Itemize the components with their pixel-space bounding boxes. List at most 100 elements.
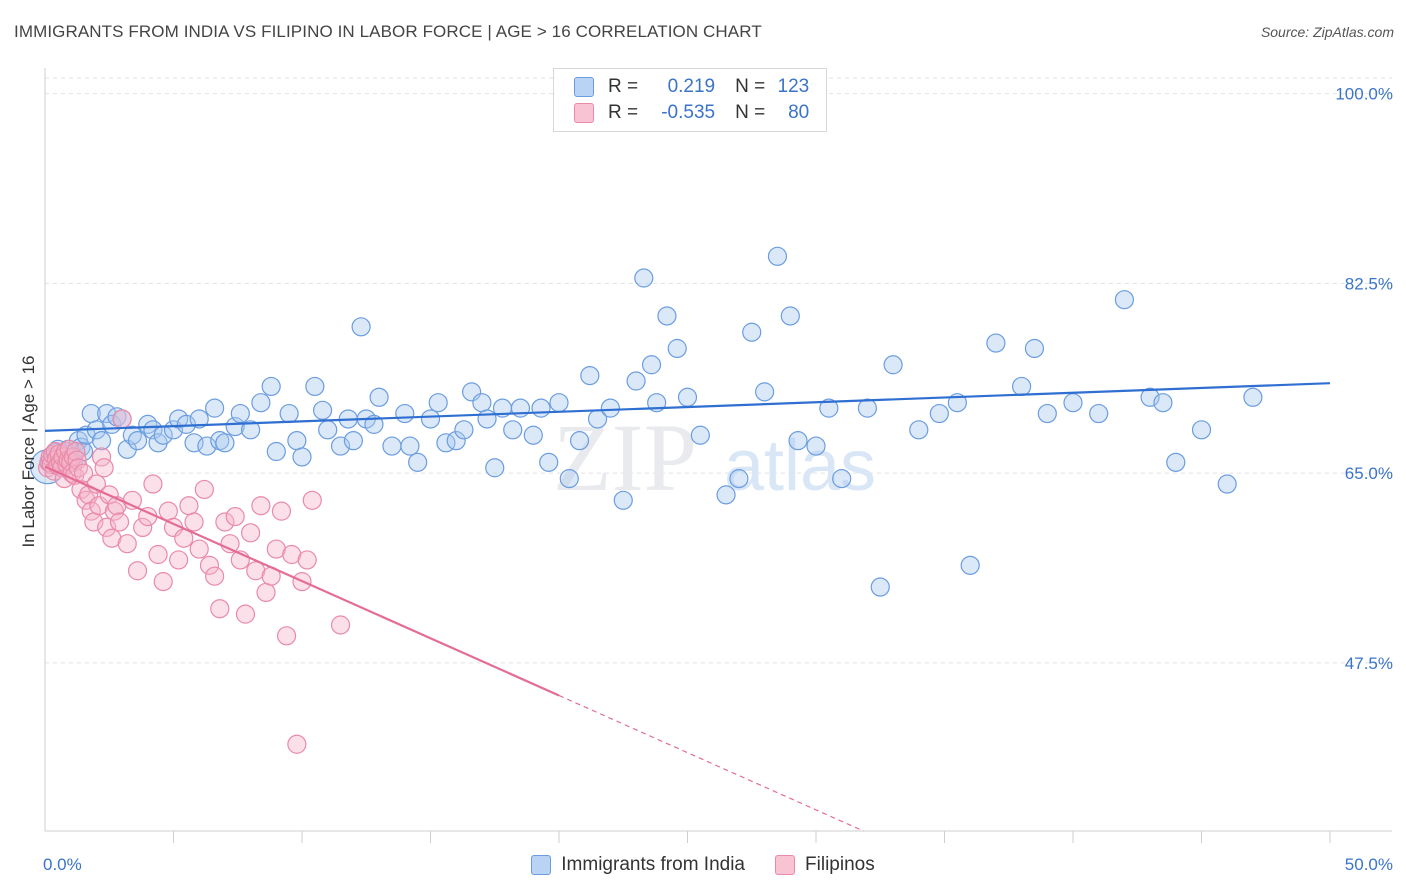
filipino-point <box>215 512 235 532</box>
filipino-point <box>148 544 168 565</box>
filipino-point <box>235 604 256 624</box>
india-point <box>634 268 654 288</box>
filipino-trend-line <box>44 465 560 697</box>
india-swatch <box>574 77 594 97</box>
india-point <box>832 469 852 489</box>
filipino-point <box>68 458 89 478</box>
filipino-point <box>143 474 163 494</box>
india-point <box>369 387 389 407</box>
filipino-trend-extrapolation <box>558 694 864 832</box>
filipino-point <box>282 544 302 565</box>
india-point <box>716 485 736 505</box>
filipino-legend-label: Filipinos <box>805 854 875 875</box>
filipino-point <box>276 626 297 646</box>
filipino-point <box>297 550 317 570</box>
india-point <box>122 425 142 445</box>
india-point <box>287 431 307 451</box>
grid-lines <box>45 77 1392 664</box>
r-label: R = <box>608 102 639 123</box>
filipino-point <box>133 517 153 538</box>
india-point <box>446 431 466 451</box>
filipino-point <box>194 479 214 500</box>
india-point <box>279 403 299 424</box>
india-point <box>1166 452 1186 472</box>
india-point <box>788 431 808 451</box>
india-point <box>305 376 325 397</box>
filipino-point <box>112 409 132 429</box>
filipino-swatch <box>775 855 796 875</box>
filipino-point <box>287 734 307 754</box>
india-point <box>230 403 250 424</box>
india-point <box>569 431 590 451</box>
india-point <box>870 577 890 597</box>
filipino-point <box>97 517 117 538</box>
india-point <box>549 393 569 413</box>
india-point <box>1037 403 1057 424</box>
india-point <box>600 398 621 418</box>
r-label: R = <box>608 76 639 97</box>
filipino-point <box>127 561 148 581</box>
india-point <box>454 420 474 440</box>
y-tick-label: 65.0% <box>1345 464 1393 483</box>
india-legend-label: Immigrants from India <box>561 854 746 875</box>
india-point <box>91 431 112 451</box>
india-point <box>1089 403 1109 424</box>
filipino-point <box>102 528 122 548</box>
legend-row-india: R = 0.219 N = 123 <box>574 75 809 99</box>
correlation-legend: R = 0.219 N = 123 R = -0.535 N = 80 <box>553 68 827 132</box>
india-point <box>657 306 677 326</box>
india-point <box>819 398 839 418</box>
y-tick-label: 100.0% <box>1335 85 1393 104</box>
india-point <box>1011 376 1032 397</box>
filipino-point <box>271 501 292 521</box>
filipino-point <box>256 582 276 603</box>
r-value: 0.219 <box>667 76 716 97</box>
india-point <box>780 306 800 326</box>
india-point <box>883 355 903 375</box>
india-point <box>205 398 225 418</box>
india-point <box>1243 387 1263 407</box>
india-point <box>189 409 209 429</box>
india-point <box>318 420 338 440</box>
filipino-point <box>184 512 204 532</box>
india-point <box>400 436 420 456</box>
india-point <box>343 431 363 451</box>
india-point <box>395 403 415 424</box>
india-point <box>1191 420 1212 440</box>
india-point <box>1217 474 1237 494</box>
india-point <box>97 403 117 424</box>
n-label: N = <box>735 76 766 97</box>
india-point <box>477 409 497 429</box>
filipino-point <box>73 463 94 483</box>
india-point <box>241 420 261 440</box>
filipino-point <box>199 555 220 575</box>
n-value: 80 <box>788 102 810 123</box>
india-point <box>312 400 333 420</box>
filipino-point <box>251 496 271 516</box>
india-point <box>408 452 428 472</box>
filipino-point <box>158 501 178 521</box>
filipino-point <box>225 506 245 527</box>
india-swatch <box>531 855 552 875</box>
india-point <box>292 447 312 467</box>
india-point <box>613 490 633 510</box>
india-point <box>127 431 148 451</box>
india-point <box>1153 393 1173 413</box>
filipino-point <box>117 534 137 554</box>
india-point <box>857 398 878 418</box>
india-point <box>1024 338 1045 359</box>
filipino-point <box>210 599 230 619</box>
india-point <box>909 420 929 440</box>
y-axis-title: In Labor Force | Age > 16 <box>19 355 38 547</box>
legend-item-india: Immigrants from India <box>531 854 745 876</box>
india-point <box>986 333 1006 353</box>
india-point <box>1140 387 1160 407</box>
axes <box>44 68 1392 843</box>
filipino-point <box>330 615 351 635</box>
legend-item-filipinos: Filipinos <box>775 854 875 876</box>
series-legend: Immigrants from India Filipinos <box>0 852 1406 878</box>
india-point <box>729 469 749 489</box>
india-point <box>641 355 662 375</box>
filipino-point <box>109 512 130 532</box>
